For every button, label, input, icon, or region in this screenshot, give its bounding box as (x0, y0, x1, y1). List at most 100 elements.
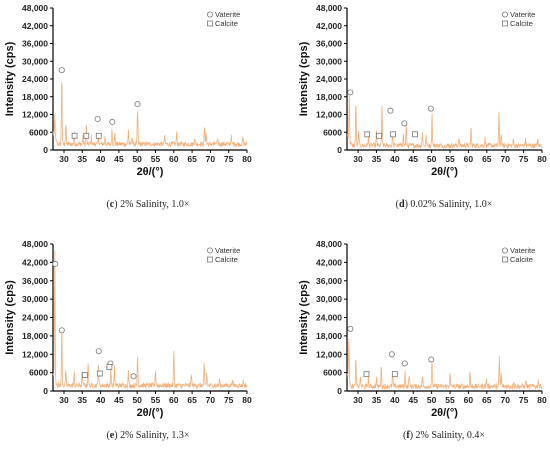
x-tick-label-e: 40 (96, 395, 106, 405)
x-tick-label-d: 80 (537, 154, 547, 164)
y-tick-label-f: 36,000 (316, 276, 342, 286)
y-axis-label-e: Intensity (cps) (4, 280, 16, 355)
x-axis-label-d: 2θ/(°) (431, 166, 458, 178)
legend-calcite-marker-c (207, 20, 213, 27)
x-tick-label-d: 65 (482, 154, 492, 164)
x-tick-label-c: 40 (96, 154, 106, 164)
y-tick-label-f: 0 (337, 386, 342, 396)
panel-d: 0 6000 12,000 18,000 24,000 30,000 36,000 42,00… (298, 3, 547, 210)
vaterite-marker-f (347, 325, 354, 332)
vaterite-marker-f (401, 360, 408, 367)
caption-text-c: 2% Salinity, 1.0× (120, 199, 189, 210)
plot-area-c: 0 6000 12,000 18,000 24,000 30,000 36,000 42,00… (22, 3, 252, 164)
y-axis-label-d: Intensity (cps) (298, 41, 310, 116)
x-tick-label-d: 30 (353, 154, 363, 164)
y-tick-label-c: 42,000 (22, 21, 48, 31)
legend-vaterite-marker-d (501, 11, 508, 18)
vaterite-marker-d (387, 107, 394, 114)
caption-f: (f) 2% Salinity, 0.4× (403, 430, 485, 441)
x-tick-label-e: 65 (187, 395, 197, 405)
x-tick-label-e: 75 (224, 395, 234, 405)
y-tick-label-c: 12,000 (22, 110, 48, 120)
x-tick-label-e: 35 (78, 395, 88, 405)
panel-f: 0 6000 12,000 18,000 24,000 30,000 36,000 42,00… (298, 239, 547, 441)
y-axis-label-f: Intensity (cps) (298, 280, 310, 355)
x-tick-label-f: 45 (408, 395, 418, 405)
x-tick-label-d: 35 (372, 154, 382, 164)
x-tick-label-e: 80 (242, 395, 252, 405)
x-tick-label-c: 80 (242, 154, 252, 164)
legend-vaterite-label-f: Vaterite (510, 246, 535, 255)
plot-area-f: 0 6000 12,000 18,000 24,000 30,000 36,000 42,00… (316, 239, 547, 405)
vaterite-marker-f (428, 356, 435, 363)
x-tick-label-c: 30 (59, 154, 69, 164)
y-tick-label-e: 24,000 (22, 313, 48, 323)
calcite-marker-f (363, 371, 370, 378)
x-axis-label-e: 2θ/(°) (137, 407, 164, 419)
y-tick-label-c: 36,000 (22, 39, 48, 49)
caption-text-f: 2% Salinity, 0.4× (416, 430, 485, 441)
calcite-marker-c (83, 132, 90, 139)
x-tick-label-d: 40 (390, 154, 400, 164)
x-tick-label-c: 50 (132, 154, 142, 164)
x-tick-label-c: 60 (169, 154, 179, 164)
y-tick-label-e: 18,000 (22, 331, 48, 341)
xrd-pattern-line-e (52, 250, 248, 390)
legend-calcite-label-c: Calcite (215, 19, 238, 28)
xrd-pattern-line-f (346, 338, 543, 391)
x-tick-label-c: 55 (151, 154, 161, 164)
x-tick-label-c: 45 (114, 154, 124, 164)
panel-c: 0 6000 12,000 18,000 24,000 30,000 36,000 42,00… (4, 3, 252, 210)
legend-calcite-label-d: Calcite (510, 19, 533, 28)
vaterite-marker-c (109, 118, 116, 125)
y-tick-label-c: 6000 (29, 127, 48, 137)
vaterite-marker-e (130, 373, 137, 380)
x-tick-label-f: 60 (464, 395, 474, 405)
calcite-marker-e (81, 372, 88, 378)
x-tick-label-d: 70 (500, 154, 510, 164)
legend-vaterite-marker-e (206, 247, 213, 254)
xrd-pattern-line-d (346, 95, 543, 150)
x-tick-label-c: 75 (224, 154, 234, 164)
calcite-marker-c (95, 132, 102, 139)
x-tick-label-f: 70 (500, 395, 510, 405)
legend-calcite-marker-e (207, 256, 213, 263)
caption-letter-d: d (399, 199, 405, 210)
x-tick-label-e: 45 (114, 395, 124, 405)
y-tick-label-c: 24,000 (22, 74, 48, 84)
y-tick-label-d: 6000 (323, 127, 342, 137)
y-tick-label-c: 48,000 (22, 3, 48, 13)
vaterite-marker-e (58, 327, 65, 334)
calcite-marker-d (376, 132, 382, 139)
vaterite-marker-d (427, 105, 434, 112)
calcite-marker-d (390, 131, 396, 138)
y-tick-label-f: 18,000 (316, 331, 342, 341)
calcite-marker-e (106, 364, 113, 371)
y-axis-label-c: Intensity (cps) (4, 41, 16, 116)
legend-vaterite-label-c: Vaterite (215, 10, 240, 19)
plot-area-d: 0 6000 12,000 18,000 24,000 30,000 36,000 42,00… (316, 3, 547, 164)
x-tick-label-f: 75 (519, 395, 529, 405)
plot-area-e: 0 6000 12,000 18,000 24,000 30,000 36,000 42,00… (22, 239, 252, 405)
y-tick-label-c: 30,000 (22, 56, 48, 66)
y-tick-label-d: 48,000 (316, 3, 342, 13)
x-tick-label-f: 40 (390, 395, 400, 405)
legend-calcite-label-f: Calcite (510, 255, 533, 264)
caption-letter-e: e (110, 430, 115, 441)
x-axis-label-c: 2θ/(°) (137, 166, 164, 178)
y-tick-label-d: 12,000 (316, 110, 342, 120)
y-tick-label-d: 18,000 (316, 92, 342, 102)
x-tick-label-c: 65 (187, 154, 197, 164)
legend-vaterite-label-e: Vaterite (215, 246, 240, 255)
x-tick-label-e: 70 (206, 395, 216, 405)
xrd-pattern-line-c (52, 82, 248, 148)
y-tick-label-e: 36,000 (22, 276, 48, 286)
y-tick-label-e: 6000 (29, 368, 48, 378)
caption-letter-c: c (110, 199, 115, 210)
x-tick-label-e: 60 (169, 395, 179, 405)
y-tick-label-f: 48,000 (316, 239, 342, 249)
calcite-marker-e (96, 370, 103, 377)
caption-e: (e) 2% Salinity, 1.3× (106, 430, 189, 441)
vaterite-marker-e (52, 260, 59, 267)
